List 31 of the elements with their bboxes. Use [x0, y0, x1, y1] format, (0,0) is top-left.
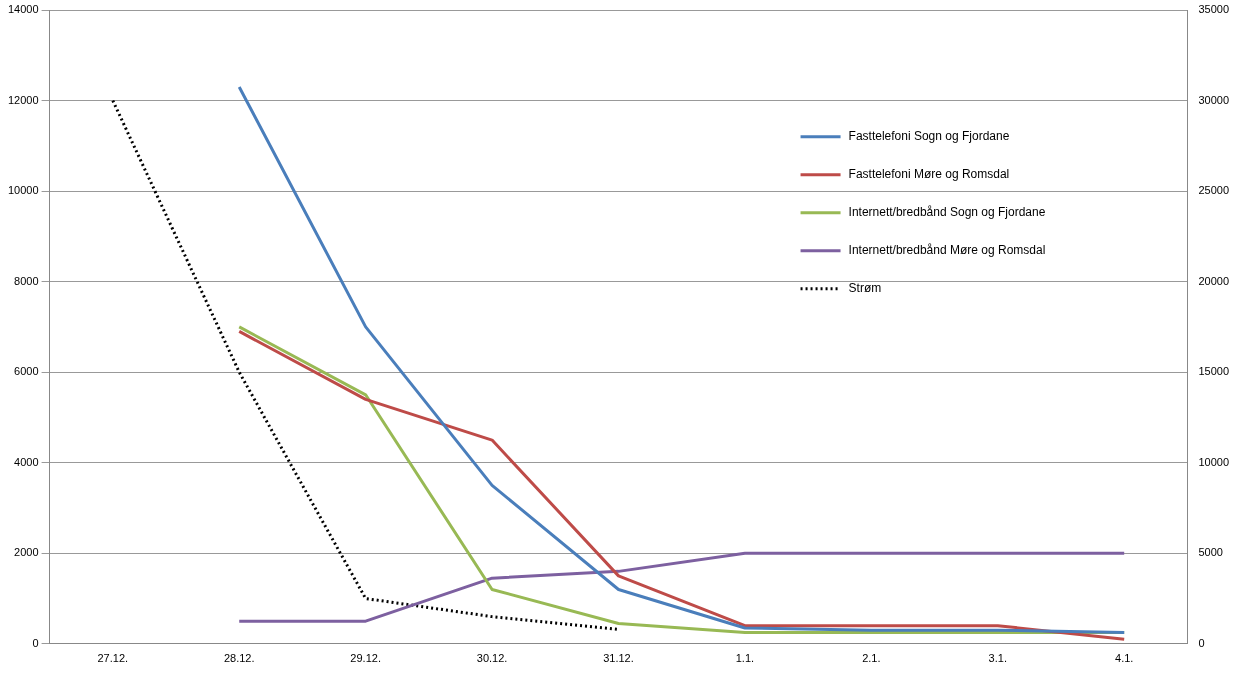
- y2-tick-label: 5000: [1198, 546, 1223, 559]
- legend-label: Strøm: [848, 281, 882, 296]
- x-tick-label: 1.1.: [735, 652, 755, 665]
- y2-tick-label: 10000: [1198, 455, 1230, 468]
- y-tick-label: 6000: [14, 365, 39, 378]
- y-tick-label: 10000: [7, 184, 39, 197]
- x-tick-label: 4.1.: [1115, 652, 1134, 665]
- y2-tick-label: 20000: [1198, 274, 1230, 287]
- x-tick-label: 31.12.: [603, 652, 634, 665]
- x-tick-label: 27.12.: [97, 652, 129, 665]
- y-tick-label: 0: [32, 636, 39, 649]
- x-tick-label: 29.12.: [350, 652, 381, 665]
- legend-label: Fasttelefoni Sogn og Fjordane: [848, 129, 1010, 144]
- y-tick-label: 4000: [14, 455, 39, 468]
- y2-tick-label: 15000: [1198, 365, 1230, 378]
- legend-label: Internett/bredbånd Møre og Romsdal: [848, 243, 1046, 258]
- x-tick-label: 3.1.: [988, 652, 1007, 665]
- y-tick-label: 12000: [7, 93, 39, 106]
- y2-tick-label: 35000: [1198, 3, 1230, 16]
- x-tick-label: 30.12.: [476, 652, 508, 665]
- y2-tick-label: 30000: [1198, 93, 1230, 106]
- legend-label: Internett/bredbånd Sogn og Fjordane: [848, 205, 1046, 220]
- x-tick-label: 28.12.: [223, 652, 255, 665]
- x-tick-label: 2.1.: [862, 652, 881, 665]
- line-series: [111, 99, 620, 631]
- y-tick-label: 14000: [7, 3, 39, 16]
- y2-tick-label: 25000: [1198, 184, 1230, 197]
- y-tick-label: 2000: [14, 546, 39, 559]
- y2-tick-label: 0: [1198, 636, 1205, 649]
- legend-label: Fasttelefoni Møre og Romsdal: [848, 167, 1010, 182]
- y-tick-label: 8000: [14, 274, 39, 287]
